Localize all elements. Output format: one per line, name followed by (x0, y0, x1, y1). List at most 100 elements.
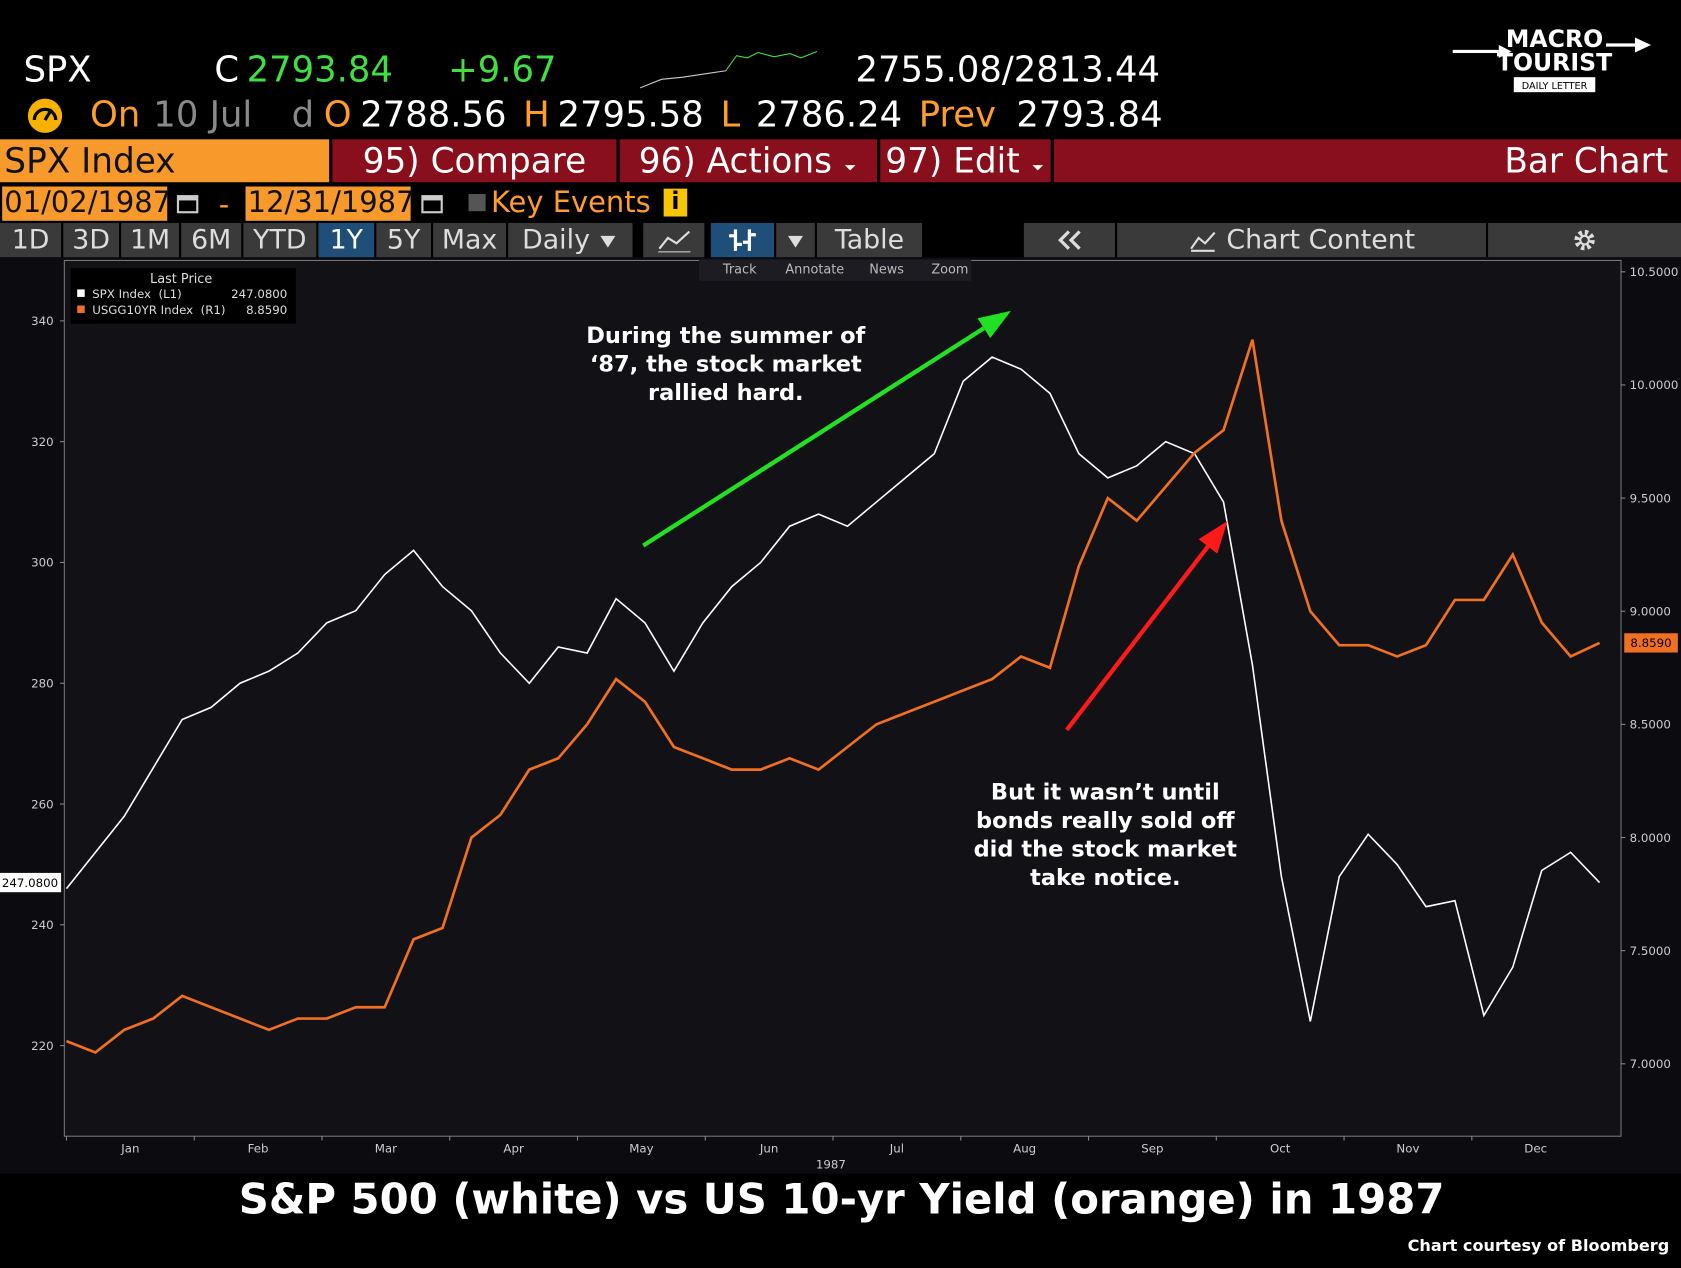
change: +9.67 (448, 48, 557, 91)
label: 96) Actions (638, 140, 832, 182)
legend-label: SPX Index (L1) (92, 287, 182, 301)
chart-tool[interactable]: Track (722, 262, 757, 277)
chart-content-button[interactable]: Chart Content (1117, 222, 1486, 258)
on-label: On (90, 93, 141, 136)
y-tick-label: 340 (31, 314, 54, 328)
low: 2786.24 (755, 93, 903, 136)
chart-tool[interactable]: News (869, 262, 904, 277)
gear-icon (1574, 229, 1595, 251)
y-tick-label: 320 (31, 435, 54, 449)
x-tick-label: Sep (1141, 1141, 1163, 1155)
ticker: SPX (23, 48, 92, 91)
x-tick-label: Oct (1270, 1141, 1291, 1155)
security-box[interactable]: SPX Index (0, 139, 330, 183)
annotation-text: ‘87, the stock market (590, 351, 862, 377)
annotation-text: bonds really sold off (976, 808, 1235, 834)
collapse-button[interactable] (1023, 222, 1115, 258)
high-label: H (523, 93, 550, 136)
caret (845, 165, 856, 171)
icon (657, 230, 690, 253)
x-tick-label: Dec (1524, 1141, 1547, 1155)
day-range: 2755.08/2813.44 (855, 48, 1161, 91)
label: 97) Edit (885, 140, 1020, 182)
annotation-arrow (1065, 545, 1210, 732)
view-button[interactable]: Bar Chart (1053, 139, 1681, 183)
logo: MACRO TOURIST DAILY LETTER (1452, 25, 1652, 93)
last-price: 2793.84 (246, 48, 393, 91)
prev: 2793.84 (1016, 93, 1163, 136)
checkbox[interactable] (468, 194, 486, 212)
x-tick-label: Jan (120, 1141, 139, 1155)
annotation-arrow (642, 326, 986, 548)
y-tick-label: 240 (31, 918, 54, 932)
legend-value: 8.8590 (246, 303, 287, 317)
chart: Track Annotate News Zoom Last Price 220 2… (0, 257, 1681, 1268)
tab[interactable]: 6M (181, 222, 242, 258)
settings-button[interactable] (1488, 222, 1681, 258)
open: 2788.56 (360, 93, 507, 136)
y2-tick-label: 8.0000 (1630, 831, 1671, 845)
prev-label: Prev (918, 93, 996, 136)
key-events: Key Events (491, 186, 651, 220)
close-label: C (214, 48, 240, 91)
series-line (65, 356, 1601, 1022)
last-price-box (1624, 633, 1678, 653)
start-date[interactable]: 01/02/1987 (2, 186, 171, 221)
y2-tick-label: 10.5000 (1630, 265, 1679, 279)
edit-button[interactable]: 97) Edit (880, 139, 1051, 183)
annotation-text: During the summer of (586, 323, 865, 349)
info-icon[interactable]: i (663, 188, 688, 217)
tab[interactable]: 3D (63, 222, 120, 258)
chart-tool[interactable]: Zoom (931, 262, 968, 277)
last-price-box (0, 872, 62, 893)
low-label: L (720, 93, 741, 136)
period: d (291, 93, 315, 136)
chart-credit: Chart courtesy of Bloomberg (1408, 1236, 1670, 1255)
calendar-icon[interactable] (419, 191, 445, 217)
tab[interactable]: 1Y (318, 222, 375, 258)
y-tick-label: 260 (31, 797, 54, 811)
icon (1190, 231, 1216, 252)
chart-title: S&P 500 (white) vs US 10-yr Yield (orang… (239, 1174, 1445, 1223)
logo-text: MACRO (1506, 25, 1603, 53)
y2-tick-label: 7.5000 (1630, 944, 1671, 958)
tab[interactable]: 1D (0, 222, 62, 258)
caret (600, 235, 616, 248)
bar-chart-button[interactable] (710, 222, 775, 258)
table-button[interactable]: Table (816, 222, 923, 258)
gauge-icon (27, 98, 63, 133)
y-tick-label: 220 (31, 1039, 54, 1053)
last-price-label: 247.0800 (2, 876, 58, 890)
tab[interactable]: 1M (121, 222, 180, 258)
y2-tick-label: 9.5000 (1630, 491, 1671, 505)
line-chart-button[interactable] (643, 222, 705, 258)
last-price-label: 8.8590 (1630, 636, 1671, 650)
caret (787, 235, 804, 248)
chart-tool-bar (699, 259, 972, 281)
calendar-icon[interactable] (175, 191, 201, 217)
sparkline (640, 50, 818, 89)
y-tick-label: 280 (31, 677, 54, 691)
tab[interactable]: YTD (243, 222, 317, 258)
label: Chart Content (1226, 224, 1416, 256)
annotation-text: did the stock market (974, 836, 1238, 862)
end-date[interactable]: 12/31/1987 (245, 186, 415, 221)
legend-swatch (77, 289, 85, 297)
arrow-head (1198, 520, 1228, 554)
legend-value: 247.0800 (231, 287, 287, 301)
actions-button[interactable]: 96) Actions (619, 139, 877, 183)
frequency-dropdown[interactable]: Daily (508, 222, 633, 258)
series-line (65, 339, 1601, 1055)
title-band (0, 1173, 1681, 1268)
compare-button[interactable]: 95) Compare (332, 139, 617, 183)
tab[interactable]: 5Y (376, 222, 431, 258)
tab[interactable]: Max (433, 222, 507, 258)
x-axis-label: 1987 (816, 1157, 846, 1171)
chart-type-dropdown[interactable] (776, 222, 815, 258)
arrow-head (977, 310, 1011, 339)
x-tick-label: Feb (248, 1141, 269, 1155)
caret (1032, 165, 1044, 171)
chart-tool[interactable]: Annotate (785, 262, 844, 277)
